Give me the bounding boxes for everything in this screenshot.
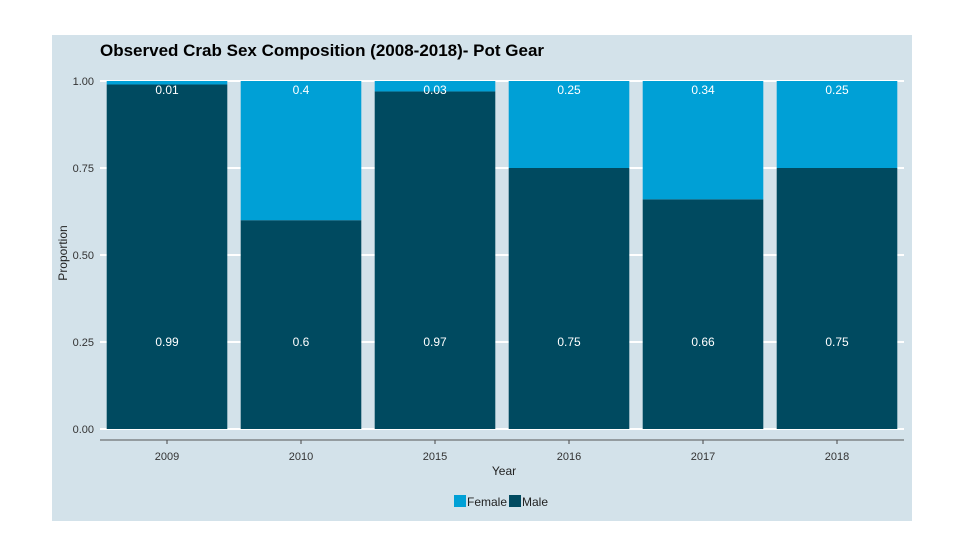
bar-male-2017 [642, 199, 764, 429]
x-tick-label: 2015 [423, 451, 447, 463]
bar-label-male-2010: 0.6 [293, 335, 310, 349]
y-tick-label: 0.00 [73, 424, 94, 436]
y-tick-label: 0.25 [73, 337, 94, 349]
y-tick-label: 0.50 [73, 250, 94, 262]
bar-label-male-2017: 0.66 [691, 335, 715, 349]
bar-male-2009 [106, 84, 228, 430]
bar-female-2018 [776, 81, 898, 168]
legend-label-male: Male [522, 495, 548, 509]
chart: Observed Crab Sex Composition (2008-2018… [56, 41, 904, 509]
bar-male-2010 [240, 220, 362, 429]
legend-swatch-female [454, 495, 466, 507]
bar-label-female-2016: 0.25 [557, 83, 581, 97]
bar-female-2016 [508, 81, 630, 168]
x-tick-label: 2010 [289, 451, 313, 463]
bar-label-male-2018: 0.75 [825, 335, 849, 349]
bar-label-male-2016: 0.75 [557, 335, 581, 349]
y-tick-label: 0.75 [73, 163, 94, 175]
bar-male-2016 [508, 168, 630, 429]
chart-title: Observed Crab Sex Composition (2008-2018… [100, 41, 544, 60]
x-tick-label: 2018 [825, 451, 849, 463]
axes: 0.00 0.25 0.50 0.75 1.00 2009 2010 2015 2016 2017… [73, 76, 904, 463]
bar-female-2017 [642, 81, 764, 200]
grid [100, 80, 904, 430]
bar-label-female-2018: 0.25 [825, 83, 849, 97]
bar-label-female-2017: 0.34 [691, 83, 715, 97]
bar-label-female-2010: 0.4 [293, 83, 310, 97]
x-tick-label: 2016 [557, 451, 581, 463]
chart-panel: Observed Crab Sex Composition (2008-2018… [52, 35, 912, 521]
legend: Female Male [454, 495, 548, 509]
bar-label-male-2015: 0.97 [423, 335, 447, 349]
x-tick-label: 2009 [155, 451, 179, 463]
bar-label-male-2009: 0.99 [155, 335, 179, 349]
legend-label-female: Female [467, 495, 507, 509]
bar-male-2018 [776, 168, 898, 429]
x-axis-title: Year [492, 464, 516, 478]
bar-labels: 0.99 0.01 0.6 0.4 0.97 0.03 0.75 0.25 0.66 0.34 0.… [155, 83, 849, 349]
legend-swatch-male [509, 495, 522, 507]
bar-female-2015 [374, 81, 496, 92]
bar-label-female-2009: 0.01 [155, 83, 179, 97]
y-tick-label: 1.00 [73, 76, 94, 88]
bar-female-2009 [106, 81, 228, 85]
bar-female-2010 [240, 81, 362, 221]
bar-label-female-2015: 0.03 [423, 83, 447, 97]
x-tick-label: 2017 [691, 451, 715, 463]
y-axis-title: Proportion [56, 225, 70, 280]
bar-male-2015 [374, 91, 496, 429]
bars [106, 81, 898, 430]
